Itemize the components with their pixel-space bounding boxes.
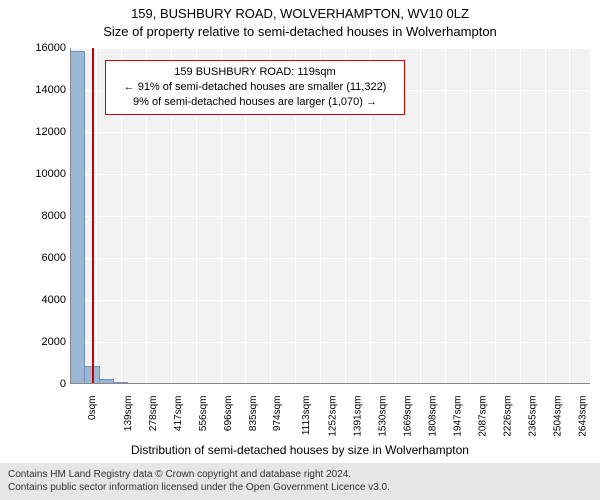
x-tick-label: 139sqm (123, 396, 134, 432)
gridline-v (545, 48, 546, 383)
y-tick-label: 0 (60, 378, 66, 390)
histogram-bar (114, 382, 128, 383)
footer: Contains HM Land Registry data © Crown c… (0, 463, 600, 500)
x-tick-label: 2226sqm (502, 396, 513, 437)
y-tick-label: 10000 (35, 168, 66, 180)
x-tick-label: 2504sqm (552, 396, 563, 437)
x-tick-label: 1808sqm (428, 396, 439, 437)
x-tick-label: 835sqm (248, 396, 259, 432)
property-marker-line (92, 48, 94, 383)
gridline-h (71, 216, 590, 217)
gridline-h (71, 132, 590, 133)
plot-area: 159 BUSHBURY ROAD: 119sqm ← 91% of semi-… (70, 48, 590, 384)
footer-line1: Contains HM Land Registry data © Crown c… (8, 468, 592, 481)
x-tick-label: 0sqm (87, 396, 98, 420)
x-tick-label: 1669sqm (403, 396, 414, 437)
annotation-box: 159 BUSHBURY ROAD: 119sqm ← 91% of semi-… (105, 60, 405, 115)
x-tick-label: 2365sqm (527, 396, 538, 437)
annotation-line1: 159 BUSHBURY ROAD: 119sqm (114, 65, 396, 80)
gridline-v (445, 48, 446, 383)
chart-title-line1: 159, BUSHBURY ROAD, WOLVERHAMPTON, WV10 … (0, 6, 600, 21)
x-tick-label: 417sqm (173, 396, 184, 432)
annotation-line2: ← 91% of semi-detached houses are smalle… (114, 80, 396, 95)
y-tick-label: 14000 (35, 84, 66, 96)
x-tick-label: 1947sqm (453, 396, 464, 437)
gridline-v (569, 48, 570, 383)
gridline-h (71, 48, 590, 49)
chart-title-line2: Size of property relative to semi-detach… (0, 24, 600, 39)
x-tick-label: 1113sqm (302, 396, 313, 436)
x-tick-label: 974sqm (273, 396, 284, 432)
x-tick-label: 1530sqm (378, 396, 389, 437)
gridline-v (420, 48, 421, 383)
y-tick-label: 2000 (42, 336, 66, 348)
x-tick-label: 1252sqm (328, 396, 339, 437)
gridline-h (71, 258, 590, 259)
x-tick-label: 1391sqm (353, 396, 364, 437)
y-tick-label: 12000 (35, 126, 66, 138)
gridline-v (470, 48, 471, 383)
gridline-v (96, 48, 97, 383)
x-tick-label: 556sqm (198, 396, 209, 432)
y-tick-label: 16000 (35, 42, 66, 54)
gridline-h (71, 384, 590, 385)
chart-container: 159, BUSHBURY ROAD, WOLVERHAMPTON, WV10 … (0, 0, 600, 500)
x-tick-label: 696sqm (223, 396, 234, 432)
x-tick-label: 278sqm (148, 396, 159, 432)
gridline-v (520, 48, 521, 383)
gridline-h (71, 342, 590, 343)
x-tick-label: 2087sqm (478, 396, 489, 437)
x-axis-label: Distribution of semi-detached houses by … (0, 443, 600, 457)
annotation-line3: 9% of semi-detached houses are larger (1… (114, 95, 396, 110)
gridline-h (71, 174, 590, 175)
gridline-h (71, 300, 590, 301)
footer-line2: Contains public sector information licen… (8, 481, 592, 494)
histogram-bar (100, 379, 114, 383)
x-tick-label: 2643sqm (577, 396, 588, 437)
gridline-v (495, 48, 496, 383)
y-tick-label: 6000 (42, 252, 66, 264)
histogram-bar (71, 51, 85, 383)
y-tick-label: 8000 (42, 210, 66, 222)
y-tick-label: 4000 (42, 294, 66, 306)
